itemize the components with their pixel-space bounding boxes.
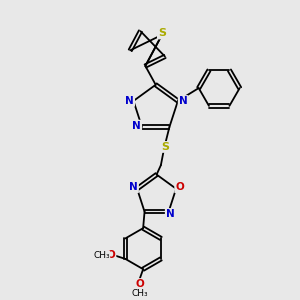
Text: N: N (125, 96, 134, 106)
Text: N: N (133, 121, 141, 130)
Text: CH₃: CH₃ (131, 290, 148, 298)
Text: CH₃: CH₃ (93, 251, 110, 260)
Text: S: S (161, 142, 169, 152)
Text: S: S (158, 28, 166, 38)
Text: N: N (178, 96, 188, 106)
Text: O: O (107, 250, 116, 260)
Text: N: N (129, 182, 138, 192)
Text: O: O (135, 279, 144, 289)
Text: O: O (175, 182, 184, 192)
Text: N: N (166, 209, 175, 219)
